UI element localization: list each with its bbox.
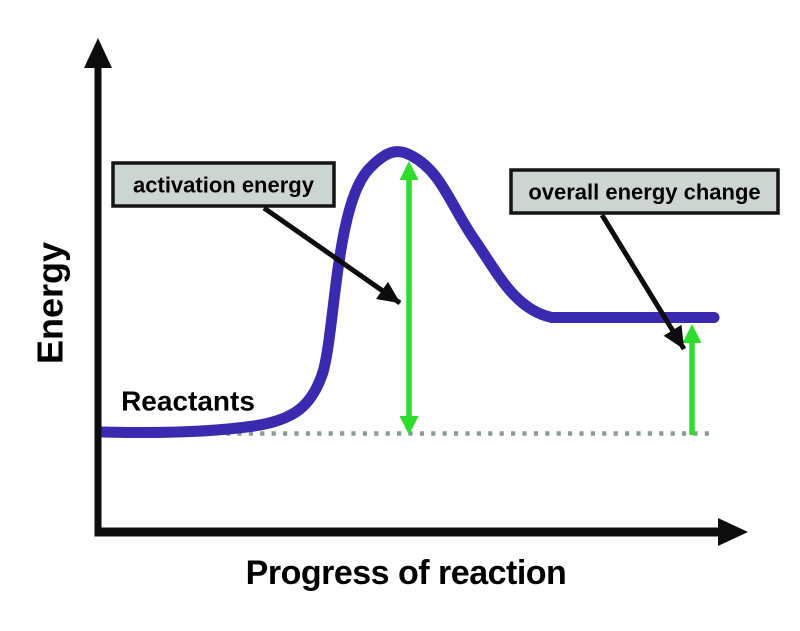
activation-energy-arrowhead-bottom	[399, 416, 419, 435]
x-axis-label: Progress of reaction	[246, 554, 567, 592]
overall-callout-arrow	[599, 213, 687, 351]
x-axis-arrowhead	[718, 518, 748, 546]
y-axis-label: Energy	[30, 242, 71, 364]
overall-label-text: overall energy change	[528, 180, 760, 205]
activation-callout-arrow	[262, 205, 402, 306]
activation-label-text: activation energy	[133, 173, 315, 198]
overall-change-arrowhead	[682, 324, 702, 343]
reactants-label: Reactants	[121, 386, 255, 417]
y-axis-arrowhead	[84, 38, 112, 68]
overall-label-box	[509, 168, 780, 215]
reaction-pathway-curve	[95, 146, 720, 439]
activation-label-box	[111, 161, 336, 208]
activation-energy-arrowhead-top	[399, 161, 419, 180]
